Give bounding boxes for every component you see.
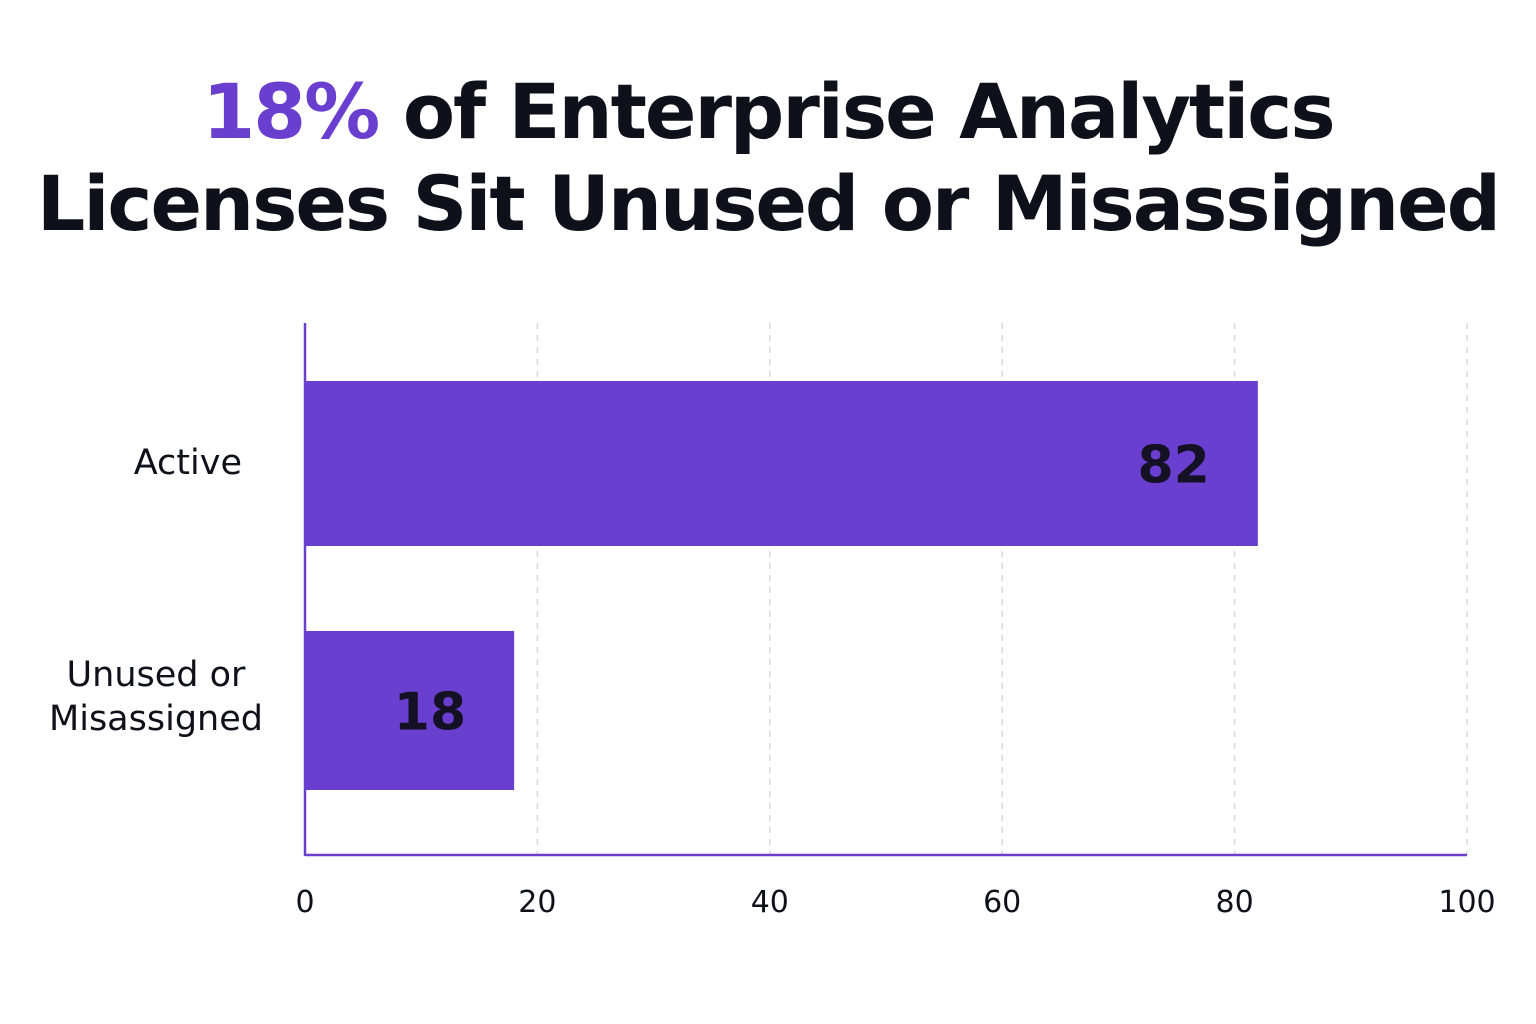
x-tick-label-40: 40 xyxy=(751,885,789,920)
value-label-1: 82 xyxy=(1137,436,1209,496)
value-label-2: 18 xyxy=(394,683,466,743)
title-highlight: 18% xyxy=(202,67,380,156)
chart-title: 18% of Enterprise Analytics Licenses Sit … xyxy=(0,66,1536,250)
category-label-2-line-1: Unused or xyxy=(67,655,247,695)
labels: 0 20 40 60 80 100 82 Active 18 Unused orMisassign… xyxy=(49,436,1496,921)
axes xyxy=(303,323,1467,857)
bars xyxy=(305,381,1258,790)
x-tick-label-60: 60 xyxy=(983,885,1021,920)
x-tick-label-100: 100 xyxy=(1438,885,1495,920)
x-tick-label-0: 0 xyxy=(295,885,314,920)
x-tick-label-80: 80 xyxy=(1216,885,1254,920)
category-label-2-line-2: Misassigned xyxy=(49,699,263,739)
category-label-1: Active xyxy=(134,443,242,483)
title-line-2: Licenses Sit Unused or Misassigned xyxy=(36,159,1501,248)
bar-2 xyxy=(305,631,515,790)
x-tick-label-20: 20 xyxy=(518,885,556,920)
title-line-1-rest: of Enterprise Analytics xyxy=(402,67,1336,156)
bar-1 xyxy=(305,381,1258,546)
